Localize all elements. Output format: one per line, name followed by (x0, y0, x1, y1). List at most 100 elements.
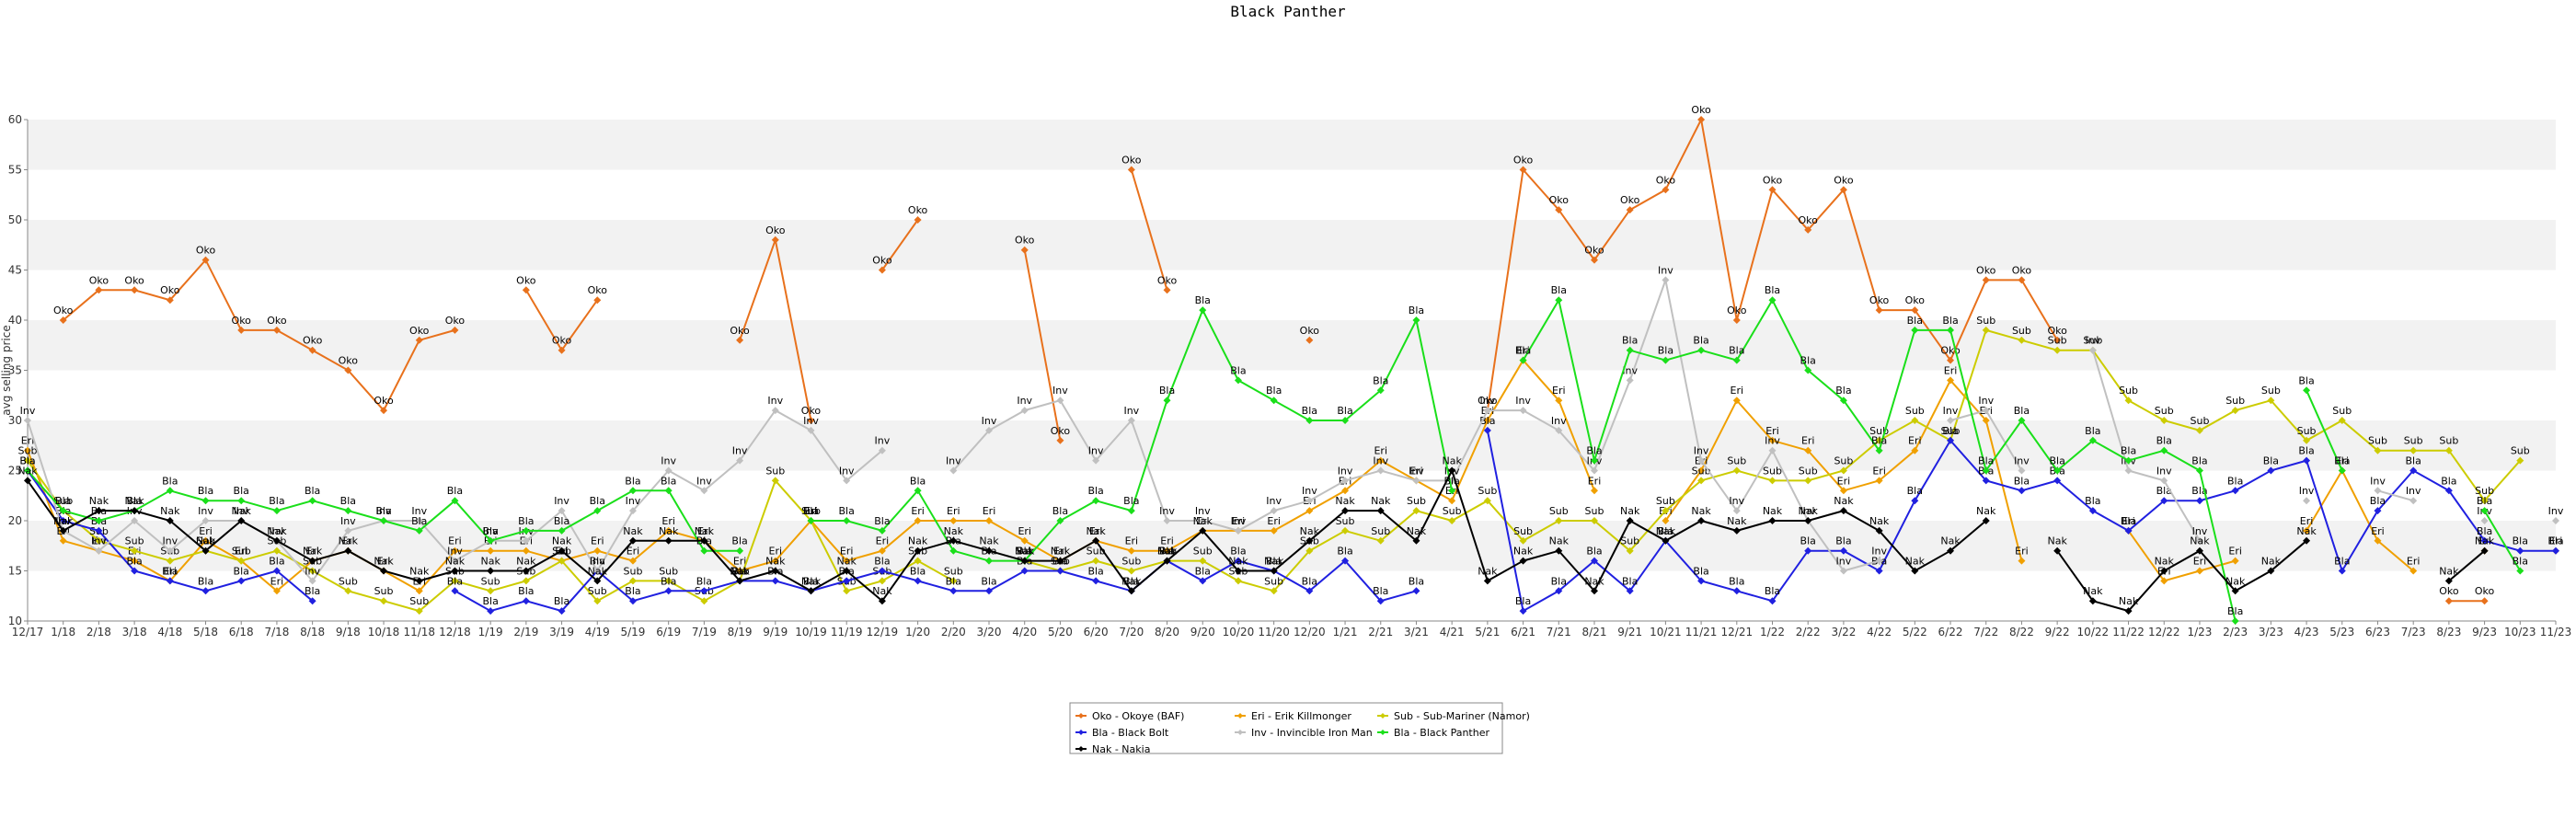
data-point (700, 597, 708, 605)
data-point (451, 546, 459, 555)
data-point (1127, 587, 1135, 595)
data-label: Nak (1228, 556, 1248, 568)
data-label: Sub (624, 565, 643, 577)
data-point (1732, 466, 1741, 475)
data-point (914, 517, 922, 524)
data-label: Bla (2227, 605, 2243, 617)
grid-band (28, 521, 2556, 571)
data-point (95, 286, 103, 294)
data-point (1127, 417, 1135, 424)
data-point (843, 577, 851, 585)
data-label: Eri (627, 546, 640, 558)
data-label: Bla (839, 505, 855, 517)
data-point (2303, 497, 2311, 505)
data-label: Inv (1373, 455, 1388, 467)
data-label: Sub (1799, 465, 1818, 477)
data-point (131, 567, 139, 575)
data-point (843, 477, 851, 485)
y-tick-label: 35 (8, 364, 22, 377)
data-label: Oko (1300, 325, 1320, 337)
data-label: Nak (2119, 595, 2139, 607)
data-point (736, 456, 744, 465)
data-label: Inv (1622, 364, 1638, 376)
data-point (700, 487, 708, 495)
data-label: Eri (1944, 364, 1958, 376)
data-point (2053, 336, 2062, 344)
data-point (201, 517, 210, 524)
data-point (1590, 456, 1598, 465)
data-point (415, 607, 423, 615)
data-label: Bla (2406, 455, 2421, 467)
data-point (1875, 567, 1883, 575)
data-point (628, 597, 637, 605)
data-label: Eri (1409, 465, 1423, 477)
data-label: Eri (2407, 556, 2421, 568)
data-point (131, 507, 139, 515)
data-point (1768, 186, 1777, 194)
data-label: Sub (1834, 455, 1853, 467)
data-point (308, 567, 316, 575)
data-label: Sub (801, 505, 821, 517)
data-label: Bla (2334, 455, 2350, 467)
data-label: Eri (1018, 525, 1031, 537)
data-label: Nak (124, 495, 144, 507)
x-tick-label: 10/21 (1650, 626, 1682, 638)
x-tick-label: 2/19 (513, 626, 538, 638)
x-tick-label: 8/20 (1155, 626, 1179, 638)
data-point (1590, 466, 1598, 475)
data-label: Bla (1800, 535, 1816, 547)
data-point (1483, 497, 1491, 505)
data-label: Nak (232, 505, 252, 517)
data-point (451, 326, 459, 334)
data-label: Nak (1656, 525, 1676, 537)
data-label: Inv (1195, 505, 1211, 517)
data-label: Eri (697, 525, 711, 537)
data-label: Bla (590, 495, 605, 507)
data-label: Sub (1264, 575, 1283, 587)
data-point (1590, 256, 1598, 264)
data-point (1875, 477, 1883, 485)
series-line (454, 559, 1417, 613)
data-point (451, 557, 459, 565)
y-tick-label: 55 (8, 164, 22, 177)
x-tick-label: 10/23 (2504, 626, 2536, 638)
data-label: Bla (162, 475, 178, 487)
x-tick-label: 12/17 (12, 626, 44, 638)
data-label: Sub (1157, 546, 1177, 558)
x-tick-label: 7/22 (1973, 626, 1998, 638)
data-point (1163, 517, 1171, 524)
data-label: Sub (196, 535, 215, 547)
data-point (95, 507, 103, 515)
data-label: Bla (269, 495, 284, 507)
data-point (807, 417, 815, 424)
data-label: Oko (765, 224, 786, 236)
data-point (1804, 446, 1812, 454)
legend-swatch-marker (1237, 713, 1243, 719)
data-label: Bla (696, 575, 712, 587)
data-label: Bla (2049, 455, 2064, 467)
data-label: Bla (198, 485, 213, 497)
data-point (1982, 407, 1990, 415)
data-label: Bla (1230, 364, 1246, 376)
data-point (237, 497, 246, 505)
data-point (843, 587, 851, 595)
data-point (1163, 546, 1171, 555)
data-point (914, 577, 922, 585)
data-point (1270, 507, 1278, 515)
data-label: Bla (1373, 585, 1388, 597)
data-label: Sub (1478, 485, 1497, 497)
data-point (201, 546, 210, 555)
data-label: Bla (2513, 556, 2528, 568)
data-point (24, 456, 31, 465)
y-tick-label: 20 (8, 514, 22, 527)
data-point (2516, 456, 2524, 465)
data-point (2160, 477, 2168, 485)
data-label: Bla (1515, 595, 1531, 607)
data-label: Inv (626, 495, 641, 507)
data-point (2444, 597, 2453, 605)
data-label: Bla (518, 585, 534, 597)
data-point (843, 567, 851, 575)
series-6: Nak Nak Nak Nak Nak Nak Nak Nak Nak Nak Nak Nak Nak N… (17, 455, 2495, 615)
data-point (1626, 206, 1634, 214)
data-label: Eri (2549, 535, 2563, 547)
